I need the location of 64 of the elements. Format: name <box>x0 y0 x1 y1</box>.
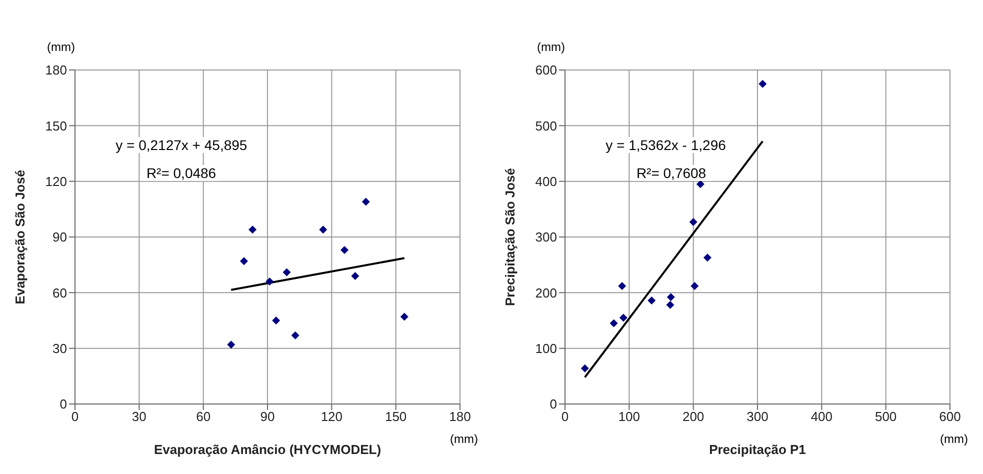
text: (mm) <box>450 432 478 446</box>
x-tick-label: 60 <box>196 409 211 424</box>
y-tick-label: 150 <box>45 118 67 134</box>
point <box>610 319 618 328</box>
point <box>240 257 248 266</box>
y-tick-label: 180 <box>45 62 67 78</box>
y-axis-title: Evaporação São José <box>12 170 28 304</box>
x-tick-label: 200 <box>682 409 704 424</box>
point <box>227 340 236 349</box>
point <box>648 296 656 304</box>
point <box>291 331 300 340</box>
x-tick-label: 100 <box>618 409 640 424</box>
annotation: y = 0,2127x + 45,895 <box>110 136 254 153</box>
point <box>340 246 348 254</box>
y-tick-label: 600 <box>535 62 557 78</box>
point <box>319 226 328 234</box>
y-tick-label: 300 <box>535 230 557 245</box>
x-tick-label: 30 <box>132 409 146 424</box>
point <box>248 226 257 234</box>
y-tick-label: 400 <box>535 174 557 189</box>
x-tick-label: 150 <box>384 409 407 424</box>
point <box>618 282 626 290</box>
x-axis-title: Evaporação Amâncio (HYCYMODEL) <box>154 442 382 457</box>
y-axis-title: Precipitação São José <box>502 168 518 306</box>
point <box>666 300 674 309</box>
point <box>272 316 280 324</box>
x-tick-label: 120 <box>320 409 343 424</box>
x-tick-label: 600 <box>939 409 961 424</box>
text: (mm) <box>940 432 968 446</box>
y-tick-label: 0 <box>550 396 557 412</box>
point <box>666 293 675 302</box>
x-tick-label: 180 <box>449 409 471 424</box>
y-tick-label: 120 <box>45 174 67 189</box>
x-tick-label: 90 <box>260 409 275 424</box>
y-tick-label: 60 <box>52 285 67 300</box>
y-tick-label: 90 <box>52 230 67 245</box>
point <box>619 314 628 322</box>
x-tick-label: 300 <box>746 409 768 424</box>
text: (mm) <box>47 40 75 54</box>
point <box>696 180 704 188</box>
text: (mm) <box>537 40 565 54</box>
x-tick-label: 0 <box>561 409 569 424</box>
point <box>266 278 274 286</box>
x-axis-title: Precipitação P1 <box>709 442 806 457</box>
point <box>703 254 712 262</box>
point <box>351 272 360 280</box>
annotation: y = 1,5362x - 1,296 <box>600 136 732 153</box>
x-tick-label: 500 <box>874 409 897 424</box>
y-tick-label: 30 <box>52 340 67 356</box>
point <box>580 364 589 372</box>
point <box>689 218 698 226</box>
y-tick-label: 200 <box>535 285 557 300</box>
point <box>400 312 408 321</box>
y-tick-label: 0 <box>60 396 67 412</box>
point <box>362 198 370 206</box>
annotation: R²= 0,0486 <box>140 164 222 181</box>
y-tick-label: 500 <box>535 118 557 134</box>
y-tick-label: 100 <box>535 340 557 356</box>
x-tick-label: 0 <box>71 409 79 424</box>
x-tick-label: 400 <box>810 409 833 424</box>
point <box>758 80 767 88</box>
point <box>282 268 291 276</box>
annotation: R²= 0,7608 <box>630 164 712 181</box>
point <box>690 282 699 290</box>
